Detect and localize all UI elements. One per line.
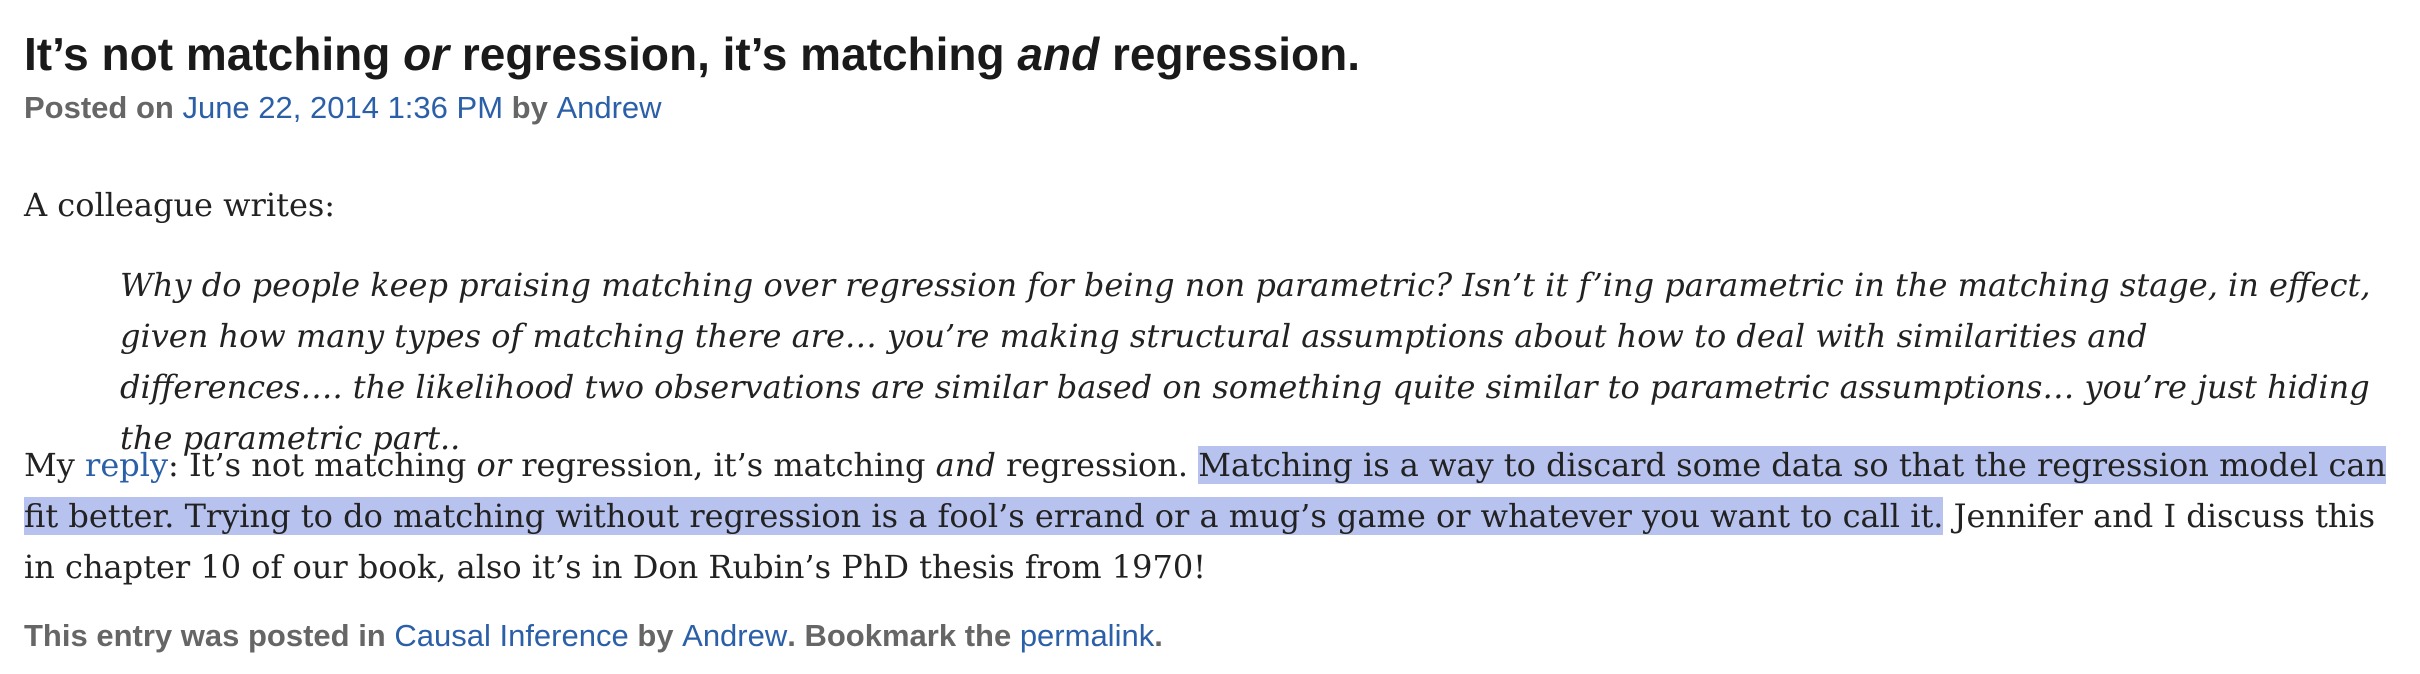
title-part: regression. xyxy=(1099,28,1360,80)
reply-prefix: My xyxy=(24,446,86,484)
by-label: by xyxy=(503,90,557,125)
reply-text: regression. xyxy=(995,446,1199,484)
footer-text: by xyxy=(628,618,683,653)
reply-link[interactable]: reply xyxy=(85,446,169,484)
permalink-link[interactable]: permalink xyxy=(1019,618,1155,653)
post-date-link[interactable]: June 22, 2014 1:36 PM xyxy=(182,90,504,125)
category-link[interactable]: Causal Inference xyxy=(394,618,629,653)
entry-footer: This entry was posted in Causal Inferenc… xyxy=(24,616,1163,656)
footer-text: . Bookmark the xyxy=(787,618,1020,653)
title-emphasis-or: or xyxy=(403,28,450,80)
author-link[interactable]: Andrew xyxy=(556,90,662,125)
footer-author-link[interactable]: Andrew xyxy=(682,618,788,653)
title-part: It’s not matching xyxy=(24,28,404,80)
reply-text: regression, it’s matching xyxy=(511,446,936,484)
reply-paragraph: My reply: It’s not matching or regressio… xyxy=(24,440,2404,593)
title-part: regression, it’s matching xyxy=(449,28,1018,80)
blockquote: Why do people keep praising matching ove… xyxy=(120,266,2371,457)
posted-on-label: Posted on xyxy=(24,90,183,125)
reply-emphasis-and: and xyxy=(935,446,996,484)
intro-text: A colleague writes: xyxy=(24,186,336,224)
title-emphasis-and: and xyxy=(1017,28,1100,80)
reply-text: : It’s not matching xyxy=(168,446,477,484)
reply-text-rest: Jennifer and I discuss this in chapter 1… xyxy=(24,497,2376,586)
post-title: It’s not matching or regression, it’s ma… xyxy=(24,26,1360,82)
post-meta: Posted on June 22, 2014 1:36 PM by Andre… xyxy=(24,88,662,128)
footer-text: . xyxy=(1154,618,1163,653)
footer-text: This entry was posted in xyxy=(24,618,395,653)
reply-emphasis-or: or xyxy=(476,446,512,484)
